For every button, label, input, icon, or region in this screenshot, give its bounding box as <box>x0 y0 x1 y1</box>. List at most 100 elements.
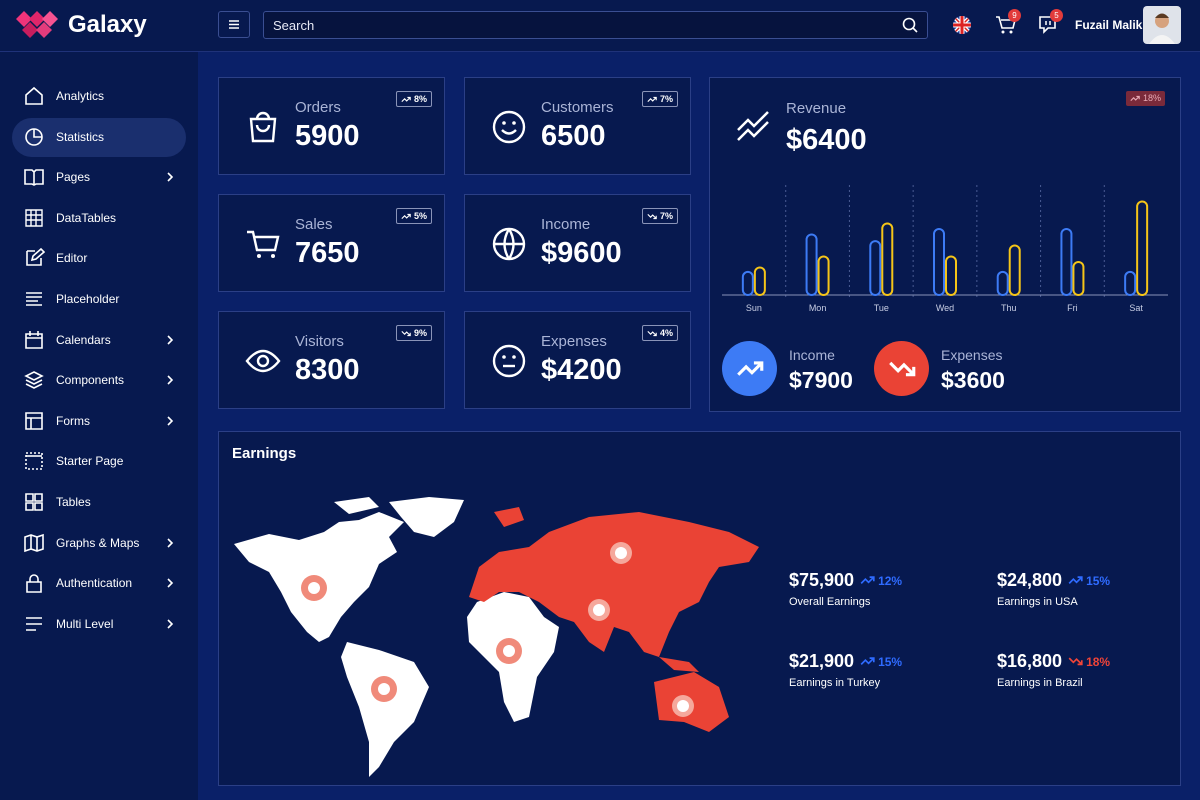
summary-value: $3600 <box>941 367 1005 393</box>
bar <box>881 222 894 296</box>
menu-icon <box>229 20 239 29</box>
messages-badge: 5 <box>1050 9 1063 22</box>
sidebar-item[interactable]: Starter Page <box>12 442 186 481</box>
earning-value: $75,900 <box>789 570 855 590</box>
x-tick-label: Mon <box>809 303 827 313</box>
sidebar-icon <box>25 127 43 146</box>
stat-card: Expenses $4200 4% <box>464 311 691 409</box>
sidebar-item[interactable]: Authentication <box>12 564 186 603</box>
sidebar-icon <box>25 452 43 471</box>
sidebar-label: Graphs & Maps <box>56 535 140 550</box>
x-tick-label: Fri <box>1067 303 1078 313</box>
stat-label: Customers <box>541 99 614 116</box>
sidebar-label: Analytics <box>56 89 105 103</box>
summary-label: Expenses <box>941 347 1003 363</box>
search-icon <box>902 17 918 33</box>
revenue-icon <box>737 111 769 141</box>
bar <box>933 228 945 296</box>
stat-icon <box>492 227 526 261</box>
stat-icon <box>492 344 526 378</box>
stat-change: 8% <box>413 94 427 104</box>
earning-value: $24,800 <box>997 570 1063 590</box>
earning-change: 15% <box>1086 573 1111 588</box>
summary-icon <box>874 341 929 396</box>
sidebar-item[interactable]: Statistics <box>12 117 186 157</box>
sidebar-item[interactable]: Analytics <box>12 77 186 116</box>
stat-card: Visitors 8300 9% <box>218 311 445 409</box>
earning-row: $75,900 12% <box>789 570 902 591</box>
stat-icon <box>492 110 526 144</box>
bar <box>945 255 957 296</box>
sidebar-item[interactable]: Forms <box>12 402 186 441</box>
sidebar-icon <box>25 86 43 105</box>
earning-label: Earnings in Turkey <box>789 677 881 689</box>
logo <box>16 11 58 38</box>
search-placeholder: Search <box>273 18 315 33</box>
earning-label: Earnings in Brazil <box>997 677 1083 689</box>
user-avatar[interactable] <box>1143 6 1181 44</box>
earning-row: $21,900 15% <box>789 651 902 672</box>
earning-row: $16,800 18% <box>997 651 1110 672</box>
earning-change-wrap: 18% <box>1068 655 1110 669</box>
map-markers <box>301 542 694 717</box>
bar <box>869 240 882 297</box>
sidebar-icon <box>26 292 42 306</box>
sidebar-item[interactable]: Placeholder <box>12 280 186 319</box>
sidebar-icon <box>25 411 43 430</box>
stat-label: Income <box>541 216 591 233</box>
sidebar-item[interactable]: Tables <box>12 483 186 522</box>
stat-card: Orders 5900 8% <box>218 77 445 175</box>
stat-change: 5% <box>413 211 427 221</box>
sidebar-item[interactable]: Pages <box>12 158 186 197</box>
sidebar-item[interactable]: DataTables <box>12 199 186 238</box>
sidebar-item[interactable]: Graphs & Maps <box>12 524 186 563</box>
bar <box>1136 200 1149 296</box>
sidebar-item[interactable]: Editor <box>12 239 186 278</box>
earnings-card: Earnings $75,900 12% Overall Earnings $24,8… <box>218 431 1181 786</box>
chevron <box>167 538 174 548</box>
summary-value: $7900 <box>789 367 853 393</box>
header: Galaxy Search 9 5 Fuzail Malik <box>0 0 1200 52</box>
stat-value: 7650 <box>295 237 360 269</box>
revenue-change-badge: 18% <box>1126 91 1166 106</box>
stat-card: Sales 7650 5% <box>218 194 445 292</box>
user-name[interactable]: Fuzail Malik <box>1075 18 1143 32</box>
stat-change-badge: 8% <box>395 91 432 107</box>
bar <box>996 270 1009 296</box>
x-tick-label: Sat <box>1129 303 1143 313</box>
earning-row: $24,800 15% <box>997 570 1110 591</box>
sidebar-label: Components <box>56 373 125 388</box>
sidebar-item[interactable]: Multi Level <box>12 605 186 644</box>
earning-value: $21,900 <box>789 651 855 671</box>
chevron <box>167 375 174 385</box>
stat-change-badge: 7% <box>641 91 678 107</box>
sidebar-item[interactable]: Calendars <box>12 321 186 360</box>
stat-change-badge: 9% <box>395 325 432 341</box>
chevron <box>167 335 174 345</box>
summary-label: Income <box>789 347 835 363</box>
sidebar-label: Statistics <box>56 129 105 144</box>
search-box[interactable]: Search <box>263 11 928 39</box>
stat-value: $9600 <box>541 237 622 269</box>
sidebar-label: Editor <box>56 251 88 266</box>
x-tick-label: Thu <box>1001 303 1017 313</box>
chevron <box>167 416 174 426</box>
bar <box>805 233 818 296</box>
language-flag[interactable] <box>952 15 972 35</box>
sidebar-label: Placeholder <box>56 292 120 306</box>
earning-change-wrap: 15% <box>1068 574 1110 588</box>
bar <box>1072 261 1085 296</box>
menu-toggle[interactable] <box>218 11 250 38</box>
sidebar-item[interactable]: Components <box>12 361 186 400</box>
sidebar-icon <box>24 533 44 552</box>
bar <box>817 255 830 296</box>
stat-icon <box>245 349 281 373</box>
sidebar-label: Calendars <box>56 332 111 347</box>
earnings-title: Earnings <box>232 445 297 462</box>
sidebar-label: Authentication <box>56 576 133 591</box>
chevron <box>167 578 174 588</box>
stat-label: Expenses <box>541 333 607 350</box>
stat-change: 7% <box>659 94 673 104</box>
